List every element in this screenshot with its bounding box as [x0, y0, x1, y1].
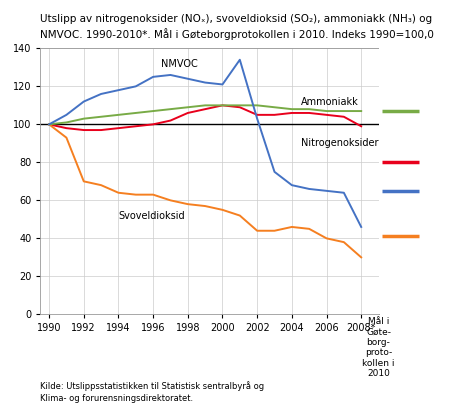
- Text: Kilde: Utslippsstatistikken til Statistisk sentralbyrå og
Klima- og forurensning: Kilde: Utslippsstatistikken til Statisti…: [40, 381, 264, 403]
- Text: NMVOC: NMVOC: [161, 59, 198, 69]
- Text: Ammoniakk: Ammoniakk: [300, 97, 358, 106]
- Text: Svoveldioksid: Svoveldioksid: [119, 210, 185, 220]
- Text: Nitrogenoksider: Nitrogenoksider: [300, 138, 378, 148]
- Text: Utslipp av nitrogenoksider (NOₓ), svoveldioksid (SO₂), ammoniakk (NH₃) og
NMVOC.: Utslipp av nitrogenoksider (NOₓ), svovel…: [40, 15, 434, 40]
